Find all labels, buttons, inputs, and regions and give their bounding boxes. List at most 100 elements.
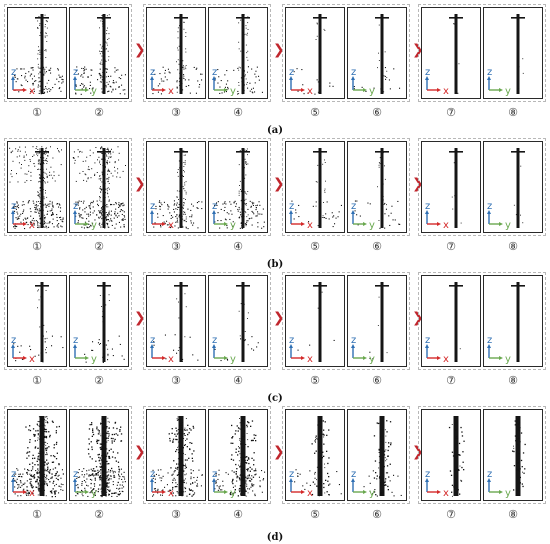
axis-triad-icon: zx	[11, 335, 35, 365]
point-cloud-image: zy	[351, 14, 401, 97]
chevron-right-icon: ❯	[134, 176, 146, 192]
panel-label: ⑥	[372, 106, 382, 119]
point-cloud-image: zy	[73, 282, 125, 365]
axis-label-x: x	[29, 220, 35, 231]
panel-label: ④	[233, 508, 243, 521]
point-cloud-image: zx	[425, 14, 463, 97]
axis-label-z: z	[150, 67, 155, 78]
point-cloud-image: zy	[487, 148, 525, 231]
panel-label: ⑧	[508, 106, 518, 119]
panel-label: ③	[171, 508, 181, 521]
axis-label-x: x	[443, 488, 449, 499]
panel-label: ②	[94, 240, 104, 253]
axis-label-z: z	[11, 67, 16, 78]
axis-label-x: x	[307, 488, 313, 499]
axis-triad-icon: zx	[11, 201, 35, 231]
axis-triad-icon: zx	[289, 201, 313, 231]
axis-label-x: x	[29, 488, 35, 499]
panel-label: ⑤	[310, 106, 320, 119]
point-cloud-image: zx	[289, 416, 342, 499]
axis-triad-icon: zy	[73, 469, 97, 499]
axis-triad-icon: zy	[487, 67, 511, 97]
axis-triad-icon: zx	[150, 67, 174, 97]
point-cloud-image: zx	[11, 282, 64, 365]
axis-triad-icon: zy	[212, 201, 236, 231]
chevron-right-icon: ❯	[273, 42, 285, 58]
panel-label: ⑥	[372, 374, 382, 387]
point-cloud-image: zy	[212, 282, 259, 365]
panel-label: ③	[171, 106, 181, 119]
point-cloud-image: zy	[351, 416, 402, 499]
panel-label: ③	[171, 240, 181, 253]
axis-label-y: y	[505, 354, 511, 365]
axis-label-y: y	[230, 86, 236, 97]
axis-label-y: y	[369, 488, 375, 499]
axis-label-z: z	[212, 67, 217, 78]
axis-label-z: z	[487, 469, 492, 480]
axis-triad-icon: zy	[487, 335, 511, 365]
axis-label-z: z	[425, 469, 430, 480]
point-cloud-image: zy	[73, 14, 126, 97]
axis-label-z: z	[73, 201, 78, 212]
axis-label-y: y	[505, 488, 511, 499]
panel-label: ①	[32, 508, 42, 521]
axis-triad-icon: zx	[425, 335, 449, 365]
panel-label: ⑤	[310, 508, 320, 521]
axis-triad-icon: zx	[425, 67, 449, 97]
point-cloud-image: zy	[73, 416, 126, 499]
axis-label-z: z	[73, 335, 78, 346]
point-cloud-image: zx	[150, 416, 203, 499]
axis-triad-icon: zy	[212, 67, 236, 97]
axis-triad-icon: zy	[73, 335, 97, 365]
axis-label-z: z	[11, 201, 16, 212]
axis-label-x: x	[29, 354, 35, 365]
panel-label: ①	[32, 374, 42, 387]
chevron-right-icon: ❯	[273, 444, 285, 460]
panel-label: ③	[171, 374, 181, 387]
axis-label-z: z	[289, 201, 294, 212]
axis-triad-icon: zx	[150, 335, 174, 365]
panel-label: ⑤	[310, 374, 320, 387]
point-cloud-image: zx	[289, 282, 335, 365]
axis-label-z: z	[11, 469, 16, 480]
chevron-right-icon: ❯	[273, 176, 285, 192]
axis-label-z: z	[289, 67, 294, 78]
axis-label-z: z	[73, 469, 78, 480]
point-cloud-image: zx	[11, 416, 64, 499]
panel-label: ④	[233, 106, 243, 119]
axis-label-z: z	[11, 335, 16, 346]
axis-triad-icon: zx	[289, 67, 313, 97]
panel-label: ⑧	[508, 374, 518, 387]
point-cloud-image: zy	[212, 148, 265, 231]
axis-triad-icon: zy	[487, 469, 511, 499]
point-cloud-image: zx	[289, 14, 334, 97]
row-caption: (b)	[266, 259, 284, 270]
point-cloud-image: zx	[150, 282, 199, 365]
panel-label: ②	[94, 508, 104, 521]
axis-triad-icon: zx	[11, 67, 35, 97]
point-cloud-image: zx	[425, 282, 463, 365]
